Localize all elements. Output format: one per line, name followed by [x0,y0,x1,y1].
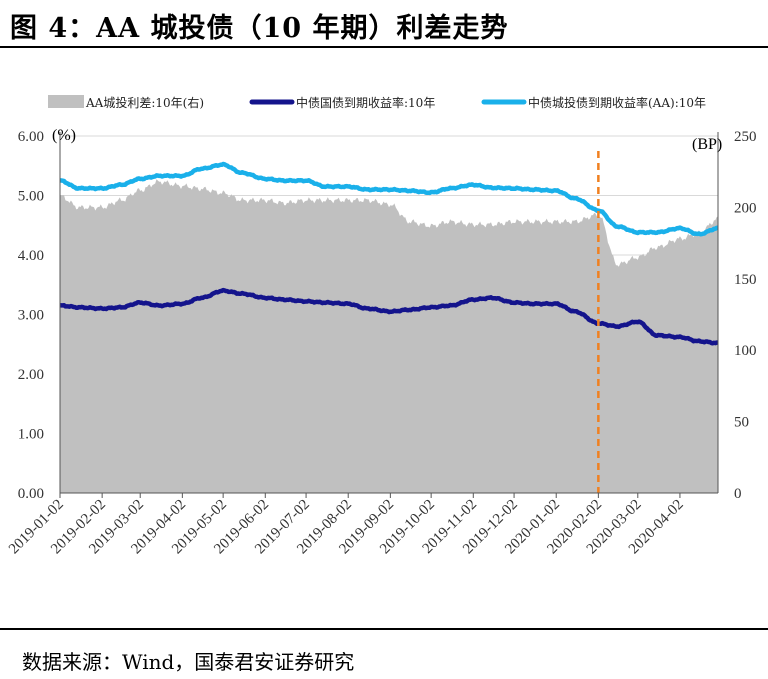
right-tick-label: 250 [734,129,757,145]
left-tick-label: 3.00 [18,308,44,324]
left-tick-label: 2.00 [18,367,44,383]
right-tick-label: 50 [734,415,749,431]
left-tick-label: 1.00 [18,427,44,443]
right-tick-label: 200 [734,200,757,216]
legend-label-chengtou: 中债城投债到期收益率(AA):10年 [528,95,706,110]
left-axis-unit: (%) [52,127,76,144]
figure-title: 图 4：AA 城投债（10 年期）利差走势 [10,13,509,44]
left-tick-label: 0.00 [18,486,44,502]
right-tick-label: 150 [734,272,757,288]
legend-label-spread: AA城投利差:10年(右) [85,95,204,110]
legend-swatch-spread [48,95,84,108]
source-rule [0,628,768,630]
right-axis-unit: (BP) [692,136,722,153]
spread-area-layer [60,179,718,494]
left-tick-label: 4.00 [18,248,44,264]
right-tick-label: 0 [734,486,742,502]
legend: AA城投利差:10年(右) 中债国债到期收益率:10年 中债城投债到期收益率(AA)… [48,95,706,110]
spread-area [60,179,718,494]
chart: 0.00 1.00 2.00 3.00 4.00 5.00 6.00 0 50 100 150 200… [6,95,757,557]
source-note: 数据来源：Wind，国泰君安证券研究 [22,650,355,674]
treasury-yield-line [59,287,719,346]
right-tick-label: 100 [734,343,757,359]
left-tick-label: 6.00 [18,129,44,145]
legend-label-treasury: 中债国债到期收益率:10年 [296,95,435,110]
yield-lines-layer [59,161,719,346]
chengtou-yield-line [59,161,719,237]
title-rule [0,46,768,48]
left-tick-label: 5.00 [18,189,44,205]
